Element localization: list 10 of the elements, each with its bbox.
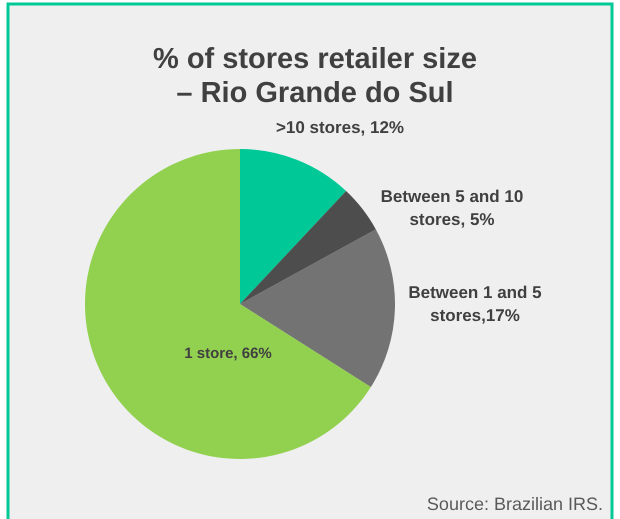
source-note: Source: Brazilian IRS.	[426, 494, 603, 514]
slice-label: Between 5 and 10 stores, 5%	[380, 187, 524, 229]
pie-slice	[240, 229, 395, 388]
slice-label: Between 1 and 5 stores,17%	[408, 283, 542, 325]
pie-slice	[85, 149, 371, 459]
pie-slice	[240, 149, 346, 304]
slice-label: 1 store, 66%	[184, 345, 272, 362]
slice-label: >10 stores, 12%	[276, 118, 404, 137]
chart-title: % of stores retailer size – Rio Grande do Sul	[153, 43, 477, 109]
pie-slice	[240, 191, 376, 304]
